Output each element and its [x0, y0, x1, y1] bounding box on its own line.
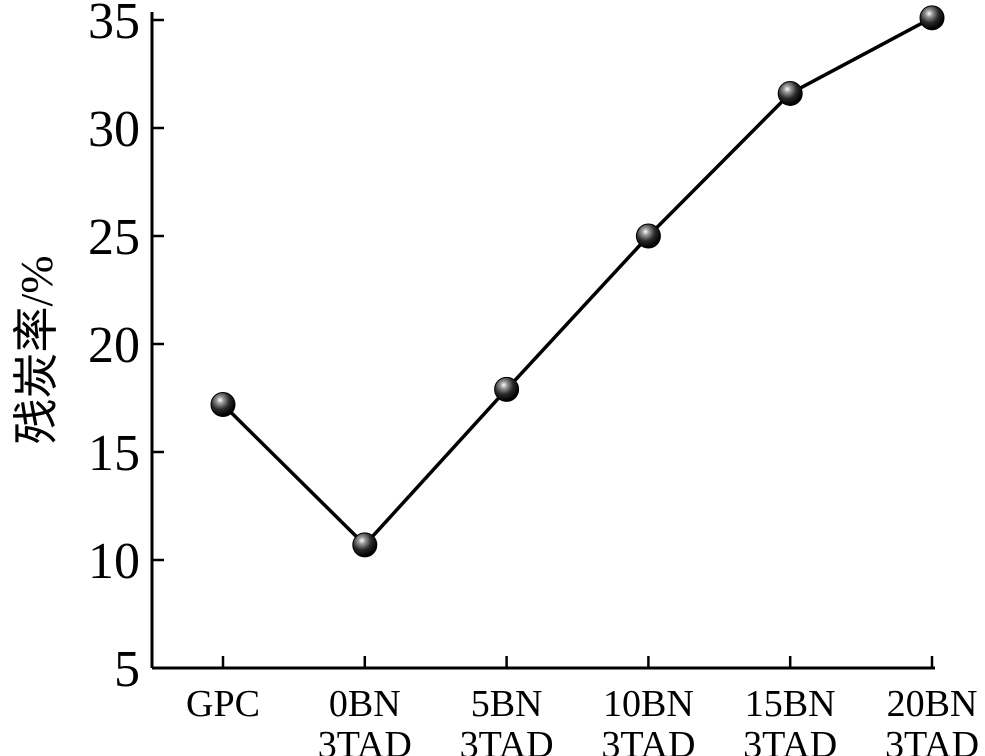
x-tick-label-line: 3TAD [601, 724, 695, 756]
x-tick-label-line: 3TAD [318, 724, 412, 756]
y-tick-label: 20 [88, 317, 140, 374]
x-tick-label-line: GPC [186, 683, 260, 725]
y-tick-label: 5 [114, 641, 140, 698]
x-tick-label-line: 20BN [887, 683, 978, 725]
data-point [352, 532, 378, 558]
x-tick-label-line: 3TAD [460, 724, 554, 756]
y-tick-label: 35 [88, 0, 140, 50]
x-tick-label-line: 5BN [471, 683, 543, 725]
series-markers [210, 5, 945, 558]
x-tick-label-line: 10BN [603, 683, 694, 725]
x-tick-label: 10BN 3TAD [601, 683, 695, 756]
x-tick-label-line: 0BN [329, 683, 401, 725]
x-tick-label: 20BN 3TAD [885, 683, 979, 756]
y-tick-label: 25 [88, 209, 140, 266]
x-tick-label-line: 3TAD [885, 724, 979, 756]
data-point [919, 5, 945, 31]
y-tick-label: 30 [88, 101, 140, 158]
y-axis-label: 残炭率/% [11, 255, 62, 444]
x-tick-label: 0BN 3TAD [318, 683, 412, 756]
axes [150, 12, 935, 670]
data-point [494, 376, 520, 402]
y-tick-label: 15 [88, 425, 140, 482]
y-tick-label: 10 [88, 533, 140, 590]
series-line [221, 16, 933, 547]
x-tick-label-line: 3TAD [743, 724, 837, 756]
data-point [210, 391, 236, 417]
y-ticks: 5 10 15 20 25 30 35 [88, 0, 164, 698]
data-point [777, 80, 803, 106]
x-tick-label: GPC [186, 683, 260, 725]
x-tick-label-line: 15BN [745, 683, 836, 725]
data-line [221, 16, 933, 547]
x-tick-label: 5BN 3TAD [460, 683, 554, 756]
data-point [635, 223, 661, 249]
x-tick-label: 15BN 3TAD [743, 683, 837, 756]
